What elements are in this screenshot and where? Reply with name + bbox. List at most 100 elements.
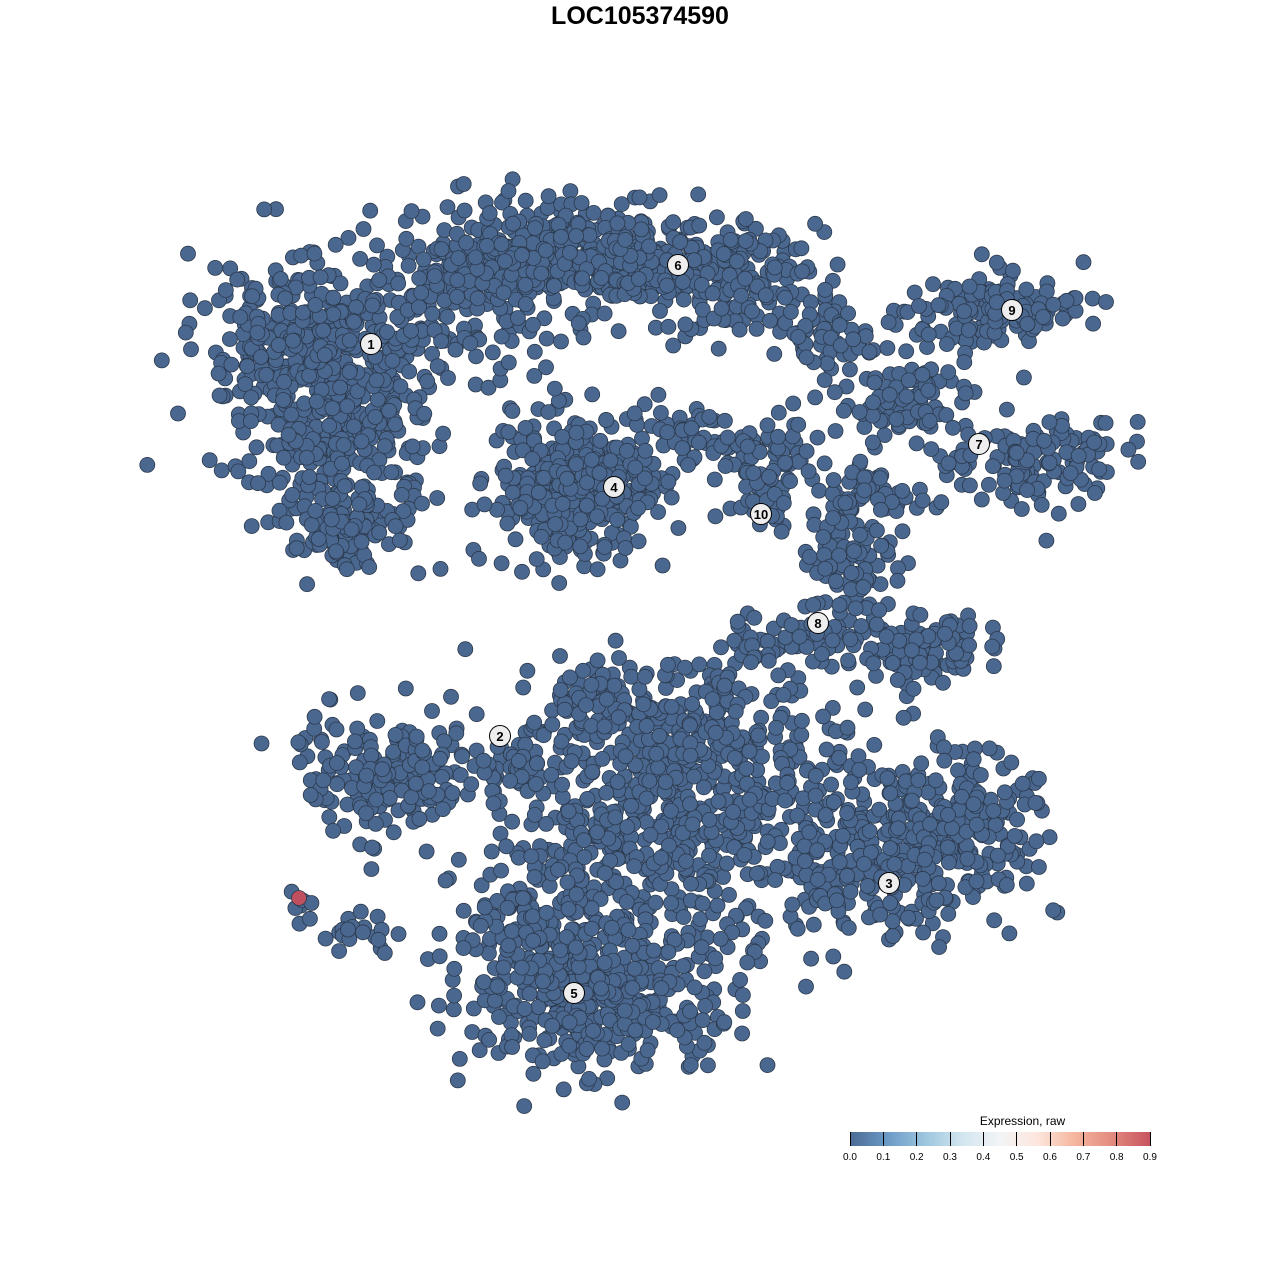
cell-point [290, 734, 307, 751]
cell-point [324, 490, 341, 507]
cell-point [498, 838, 515, 855]
cell-point [182, 292, 199, 309]
cell-point [1098, 294, 1114, 310]
cell-point [847, 600, 864, 617]
cell-point [415, 251, 432, 268]
cell-point [385, 824, 402, 841]
cell-point [450, 851, 467, 868]
cell-point [1097, 415, 1114, 431]
cell-point [538, 330, 555, 347]
cell-point [495, 959, 512, 976]
cell-point [524, 908, 541, 925]
cell-point [575, 662, 591, 679]
cell-point [241, 453, 258, 470]
cell-point [617, 231, 634, 248]
cell-point [1033, 496, 1050, 513]
cell-point [395, 503, 412, 520]
cell-point [839, 805, 855, 821]
cell-point [258, 366, 275, 383]
cell-point [526, 714, 543, 731]
cell-point [871, 602, 887, 619]
cell-point [831, 317, 848, 334]
cell-point [306, 245, 323, 262]
cell-point [641, 238, 657, 255]
cell-point [826, 384, 843, 401]
cell-point [515, 679, 532, 696]
cell-point [610, 709, 627, 726]
cell-point [139, 456, 156, 473]
cell-point [449, 272, 466, 289]
legend-title: Expression, raw [979, 1114, 1066, 1128]
cluster-label-text: 10 [754, 507, 768, 522]
cell-point [507, 531, 524, 548]
cell-point [561, 1037, 578, 1054]
cell-point [332, 379, 349, 396]
cell-point [583, 718, 600, 734]
cell-point [961, 278, 978, 295]
cell-point [480, 945, 497, 962]
cell-point [721, 887, 737, 903]
cell-point [471, 550, 487, 567]
cell-point [387, 416, 404, 433]
cell-point [398, 230, 415, 247]
cell-point [313, 734, 330, 750]
cell-point [842, 361, 858, 378]
cell-point [912, 654, 928, 671]
cell-point [1058, 292, 1075, 309]
cell-point [825, 948, 842, 965]
legend-tick [916, 1132, 918, 1146]
cell-point [530, 484, 547, 501]
cell-point [773, 523, 790, 540]
cell-point [242, 413, 259, 430]
cell-point [731, 321, 748, 338]
cell-point [630, 271, 647, 287]
cell-point [493, 862, 510, 879]
cell-point [609, 511, 626, 528]
cell-point [759, 833, 776, 850]
cell-point [807, 389, 823, 406]
cell-point [581, 227, 598, 244]
cell-point [691, 434, 707, 451]
cell-point [562, 183, 579, 200]
cell-point [739, 438, 756, 455]
cell-point [725, 804, 741, 820]
cell-point [338, 561, 355, 578]
cell-point [316, 347, 333, 363]
cell-point [842, 631, 859, 648]
cell-point [252, 349, 269, 365]
cell-point [284, 332, 301, 349]
cell-point [672, 234, 688, 250]
cell-point [455, 902, 472, 919]
cell-point [544, 1017, 561, 1034]
cell-point [368, 791, 385, 808]
cell-point [546, 380, 563, 397]
cell-point [653, 849, 669, 866]
cell-point [343, 521, 360, 538]
cell-point [327, 236, 344, 253]
cell-point [809, 842, 826, 859]
cell-point [985, 803, 1002, 819]
cluster-label-9: 9 [1001, 299, 1023, 321]
cell-point [328, 543, 345, 560]
cell-point [856, 856, 872, 872]
cell-point [260, 465, 277, 482]
cell-point [481, 1031, 498, 1048]
cell-point [554, 495, 571, 512]
cell-point [451, 1051, 468, 1067]
cell-point [283, 406, 300, 423]
cell-point [298, 449, 315, 466]
cell-point [340, 921, 356, 938]
cell-point [682, 796, 698, 812]
cell-point [961, 618, 978, 634]
cell-point [626, 960, 643, 977]
cell-point [973, 246, 990, 263]
cell-point [393, 486, 410, 503]
cell-point [663, 895, 679, 911]
cell-point [250, 475, 267, 492]
cell-point [278, 514, 295, 531]
cell-point [879, 340, 896, 356]
cell-point [183, 341, 199, 358]
cell-point [739, 954, 756, 971]
cell-point [607, 632, 624, 649]
cell-point [839, 867, 856, 884]
